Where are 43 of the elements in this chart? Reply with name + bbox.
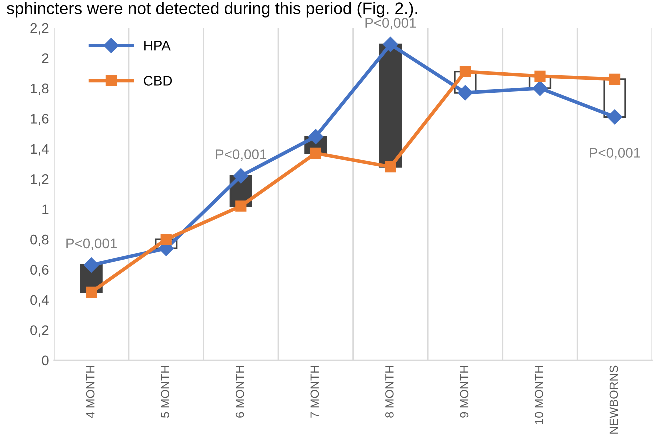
- x-tick-label: NEWBORNS: [610, 366, 618, 434]
- x-tick-label: 10 MONTH: [535, 366, 544, 424]
- point: [84, 258, 100, 273]
- y-tick-label: 0,8: [30, 234, 49, 246]
- annotation: P<0,001: [590, 148, 640, 160]
- legend-label: HPA: [144, 41, 171, 51]
- point: [609, 74, 621, 85]
- point: [607, 110, 623, 125]
- x-tick-label: 7 MONTH: [310, 366, 320, 418]
- legend-label: CBD: [144, 76, 172, 86]
- y-tick-label: 0,4: [30, 295, 49, 307]
- y-tick-label: 2,2: [30, 23, 49, 35]
- point: [310, 148, 322, 159]
- annotation: P<0,001: [216, 150, 267, 162]
- x-tick-label: 4 MONTH: [86, 366, 95, 418]
- y-tick-label: 1,4: [31, 144, 49, 156]
- x-tick-label: 9 MONTH: [460, 366, 469, 418]
- point: [383, 37, 398, 52]
- point: [160, 234, 172, 246]
- annotation: P<0,001: [366, 18, 416, 30]
- point: [532, 80, 548, 96]
- x-tick-label: 8 MONTH: [386, 366, 394, 418]
- annotation: P<0,001: [66, 238, 117, 250]
- text: sphincters were not detected during this period (Fig. 2.).: [7, 2, 418, 18]
- point: [460, 66, 472, 78]
- point: [458, 85, 474, 101]
- point: [385, 161, 396, 173]
- x-tick-label: 6 MONTH: [236, 366, 244, 418]
- point: [534, 70, 546, 82]
- y-tick-label: 0,6: [30, 265, 49, 277]
- y-tick-label: 2: [42, 54, 49, 64]
- y-tick-label: 0,2: [30, 326, 49, 338]
- y-tick-label: 0: [42, 356, 49, 366]
- y-tick-label: 1: [42, 204, 49, 214]
- point: [86, 286, 98, 298]
- point: [308, 129, 324, 144]
- y-tick-label: 1,8: [31, 84, 49, 96]
- bar: [379, 44, 402, 168]
- point: [234, 168, 249, 184]
- y-tick-label: 1,6: [31, 114, 49, 126]
- point: [236, 200, 247, 212]
- y-tick-label: 1,2: [31, 174, 49, 186]
- x-tick-label: 5 MONTH: [161, 366, 170, 418]
